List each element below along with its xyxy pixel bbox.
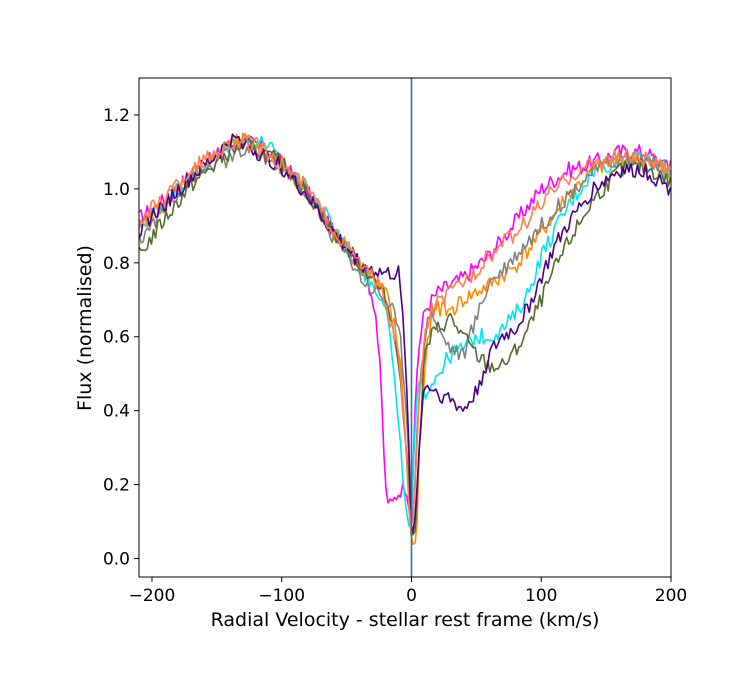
y-tick-label: 0.2	[103, 476, 130, 496]
x-axis-label: Radial Velocity - stellar rest frame (km…	[211, 609, 600, 631]
x-axis-ticks: −200 −100 0 100 200	[129, 577, 687, 606]
x-tick-label: 200	[655, 586, 687, 606]
series-line-7	[138, 132, 672, 530]
y-axis-label: Flux (normalised)	[74, 245, 96, 411]
y-tick-label: 0.4	[103, 402, 130, 422]
y-axis-ticks: 0.0 0.2 0.4 0.6 0.8 1.0 1.2	[103, 106, 139, 570]
x-tick-label: 100	[525, 586, 557, 606]
series-line-1	[138, 134, 672, 532]
y-tick-label: 0.0	[103, 550, 130, 570]
x-tick-label: 0	[406, 586, 417, 606]
y-tick-label: 0.8	[103, 254, 130, 274]
y-tick-label: 1.0	[103, 180, 130, 200]
series-line-2	[138, 135, 672, 527]
x-tick-label: −100	[258, 586, 305, 606]
y-tick-label: 0.6	[103, 328, 130, 348]
x-tick-label: −200	[129, 586, 176, 606]
plot-frame	[138, 77, 672, 578]
series-layer	[138, 132, 672, 546]
y-tick-label: 1.2	[103, 106, 130, 126]
series-line-6	[138, 133, 672, 534]
